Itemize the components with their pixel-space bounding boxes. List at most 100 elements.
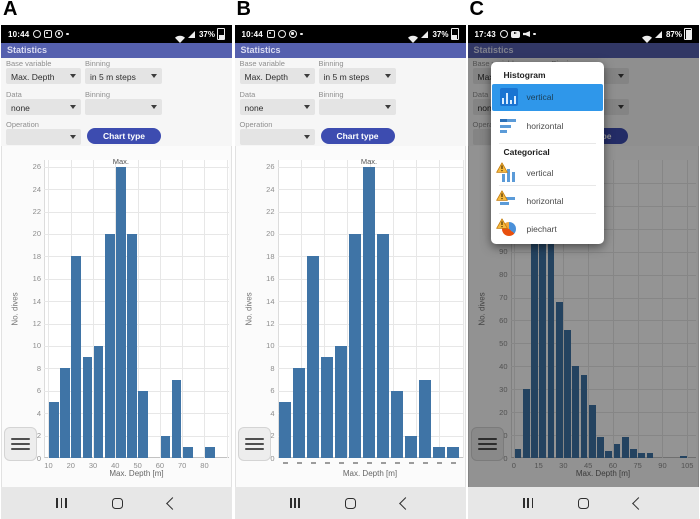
x-axis-label: Max. Depth [m]	[575, 469, 631, 478]
bar	[104, 233, 115, 458]
x-tick-dash	[394, 462, 400, 464]
home-icon[interactable]	[578, 497, 590, 509]
gridline	[510, 435, 696, 437]
y-tick-label: 16	[266, 274, 275, 284]
bar	[531, 228, 538, 458]
warning-icon	[495, 188, 508, 201]
gridline	[416, 160, 418, 458]
data-label: Data	[6, 90, 22, 99]
back-icon[interactable]	[165, 496, 179, 510]
menu-item-histogram-horizontal[interactable]: horizontal	[492, 113, 603, 140]
operation-dropdown[interactable]	[239, 129, 315, 145]
operation-dropdown[interactable]	[6, 129, 81, 145]
x-tick-label: 75	[633, 461, 642, 470]
x-tick-label: 70	[178, 461, 187, 470]
menu-button[interactable]	[237, 427, 271, 461]
panel-label: A	[3, 0, 18, 20]
gridline	[510, 297, 696, 299]
data-dropdown[interactable]: none	[239, 99, 315, 115]
data-dropdown[interactable]: none	[6, 99, 81, 115]
menu-button[interactable]	[4, 427, 37, 461]
gridline	[44, 166, 229, 168]
y-tick-label: 90	[499, 247, 508, 257]
chrome-icon	[288, 30, 297, 38]
whatsapp-icon	[277, 30, 286, 38]
panel-c: C 17:43 87% Statistics Base variable Bin…	[466, 0, 700, 519]
menu-button[interactable]	[470, 427, 504, 461]
home-icon[interactable]	[111, 497, 123, 509]
gridline	[510, 366, 696, 368]
y-axis-label: No. dives	[10, 292, 20, 326]
y-tick-label: 6	[36, 386, 41, 396]
binning-dropdown[interactable]: in 5 m steps	[85, 68, 162, 84]
y-tick-label: 0	[36, 453, 41, 463]
y-tick-label: 12	[32, 319, 41, 329]
chevron-down-icon	[303, 105, 310, 109]
y-tick-label: 18	[266, 251, 275, 261]
x-tick-label: 30	[559, 461, 568, 470]
menu-item-categorical-horizontal[interactable]: horizontal	[492, 188, 603, 211]
x-tick-dash	[338, 462, 344, 464]
binning2-dropdown[interactable]	[318, 99, 396, 115]
gridline	[48, 160, 50, 458]
chevron-down-icon	[617, 74, 624, 78]
clock: 17:43	[474, 29, 496, 39]
y-tick-label: 70	[499, 293, 508, 303]
back-icon[interactable]	[632, 496, 646, 510]
y-tick-label: 4	[36, 408, 41, 418]
page-title: Statistics	[473, 45, 514, 55]
bar	[588, 405, 596, 458]
app-header: Statistics	[234, 43, 466, 58]
categorical-vertical-icon	[495, 162, 518, 182]
x-tick-dash	[450, 462, 456, 464]
bar	[613, 444, 621, 458]
page-title: Statistics	[240, 45, 281, 55]
battery-percent: 87%	[665, 29, 682, 39]
x-tick-dash	[408, 462, 414, 464]
operation-label: Operation	[239, 120, 273, 129]
binning2-dropdown[interactable]	[85, 99, 162, 115]
bar	[377, 233, 389, 458]
recents-icon[interactable]	[289, 498, 301, 508]
gridline	[115, 160, 117, 458]
phone-screenshot: 10:44 37% Statistics Base variable Binni…	[234, 25, 466, 519]
base-variable-dropdown[interactable]: Max. Depth	[239, 68, 315, 84]
x-tick-label: 15	[534, 461, 543, 470]
status-bar: 17:43 87%	[467, 25, 699, 43]
gridline	[510, 251, 696, 253]
recents-icon[interactable]	[523, 498, 534, 508]
menu-item-categorical-piechart[interactable]: piechart	[492, 216, 603, 239]
bar	[605, 451, 613, 458]
chevron-down-icon	[70, 105, 76, 109]
max-annotation: Max.	[360, 156, 378, 166]
bar	[630, 448, 637, 458]
battery-icon	[450, 28, 459, 40]
clock: 10:44	[8, 29, 30, 39]
y-tick-label: 50	[499, 338, 508, 348]
bar	[419, 379, 431, 458]
chart-type-button[interactable]: Chart type	[320, 128, 395, 144]
bar	[138, 390, 149, 458]
youtube-icon	[510, 30, 520, 38]
bar	[160, 435, 171, 458]
chart-type-button[interactable]: Chart type	[87, 128, 161, 144]
x-tick-label: 20	[66, 461, 75, 470]
x-tick-label: 40	[111, 461, 120, 470]
base-variable-dropdown[interactable]: Max. Depth	[6, 68, 81, 84]
chart-type-menu: Histogram vertical horizontal Categorica…	[490, 62, 604, 244]
bar	[638, 453, 646, 458]
menu-item-categorical-vertical[interactable]: vertical	[492, 160, 603, 183]
back-icon[interactable]	[399, 496, 412, 510]
navigation-bar	[234, 487, 466, 519]
gridline	[462, 160, 464, 458]
bar	[279, 401, 291, 458]
bar	[547, 228, 555, 458]
menu-item-histogram-vertical[interactable]: vertical	[491, 84, 603, 111]
y-tick-label: 26	[32, 162, 41, 172]
y-tick-label: 16	[32, 274, 41, 284]
home-icon[interactable]	[345, 497, 357, 509]
recents-icon[interactable]	[56, 498, 67, 508]
binning-dropdown[interactable]: in 5 m steps	[318, 68, 396, 84]
histogram-chart: 0 2 4 6 8 10 12 14 16 18 20 22 24 26 No. dives Max. Dep…	[235, 25, 466, 519]
battery-icon	[684, 28, 692, 40]
